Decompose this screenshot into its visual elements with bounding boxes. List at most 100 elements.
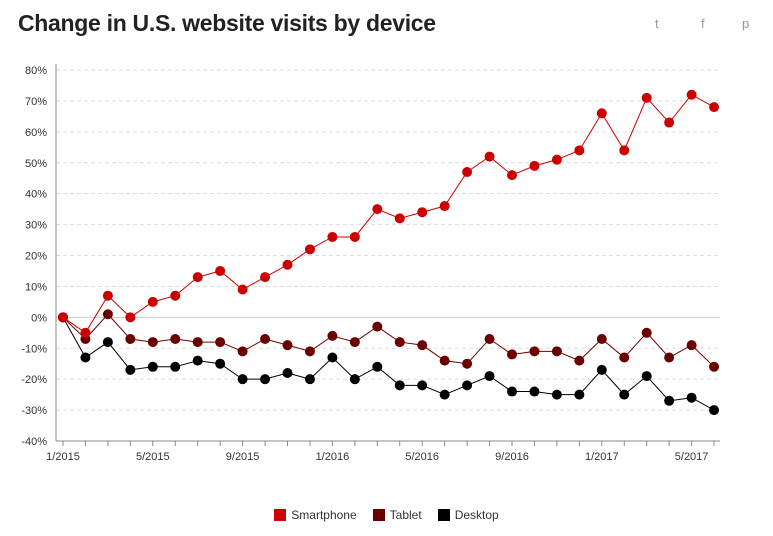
- smartphone-point: [574, 145, 585, 156]
- tablet-line: [62, 313, 715, 368]
- desktop-point: [507, 386, 517, 397]
- smartphone-point: [551, 154, 562, 165]
- smartphone-point: [58, 312, 68, 323]
- x-tick-label: 5/2016: [405, 451, 439, 463]
- smartphone-point: [462, 167, 473, 178]
- desktop-point: [551, 389, 562, 400]
- desktop-point: [709, 405, 720, 416]
- tablet-point: [574, 355, 585, 366]
- smartphone-point: [304, 244, 315, 255]
- desktop-point: [574, 389, 585, 400]
- smartphone-point: [686, 89, 697, 100]
- y-tick-label: 0%: [31, 312, 47, 324]
- smartphone-point: [215, 265, 226, 276]
- tablet-point: [192, 337, 203, 348]
- tablet-point: [282, 340, 293, 351]
- tablet-point: [417, 340, 428, 351]
- smartphone-point: [439, 201, 450, 212]
- smartphone-point: [327, 231, 338, 242]
- legend-item-tablet[interactable]: Tablet: [372, 508, 422, 522]
- smartphone-point: [507, 170, 517, 181]
- desktop-point: [641, 371, 652, 382]
- legend-swatch: [437, 509, 450, 521]
- desktop-point: [147, 361, 158, 372]
- y-tick-label: 40%: [25, 189, 47, 201]
- smartphone-point: [147, 296, 158, 307]
- x-tick-label: 1/2017: [585, 451, 619, 463]
- legend-label: Smartphone: [291, 508, 357, 522]
- tablet-point: [641, 327, 652, 338]
- tablet-point: [551, 346, 562, 357]
- smartphone-point: [484, 151, 495, 162]
- smartphone-point: [260, 272, 271, 283]
- y-tick-label: -10%: [21, 343, 47, 355]
- x-tick-label: 1/2016: [316, 451, 350, 463]
- tablet-point: [237, 346, 248, 357]
- desktop-point: [125, 364, 136, 375]
- tablet-point: [619, 352, 630, 363]
- tablet-point: [484, 333, 495, 344]
- smartphone-point: [170, 290, 181, 301]
- smartphone-point: [125, 312, 136, 323]
- legend-item-smartphone[interactable]: Smartphone: [274, 508, 357, 522]
- twitter-share-icon[interactable]: t: [655, 16, 659, 31]
- legend-label: Tablet: [389, 508, 422, 522]
- x-tick-label: 5/2017: [675, 451, 709, 463]
- tablet-point: [507, 349, 517, 360]
- desktop-point: [215, 358, 226, 369]
- legend: Smartphone Tablet Desktop: [0, 508, 773, 522]
- desktop-point: [372, 361, 383, 372]
- desktop-point: [327, 352, 338, 363]
- tablet-point: [529, 346, 540, 357]
- smartphone-point: [80, 327, 91, 338]
- desktop-point: [484, 371, 495, 382]
- desktop-point: [686, 392, 697, 403]
- smartphone-point: [709, 102, 720, 113]
- y-tick-label: 50%: [25, 158, 47, 170]
- pinterest-share-icon[interactable]: p: [742, 16, 750, 31]
- tablet-point: [686, 340, 697, 351]
- desktop-point: [596, 364, 607, 375]
- smartphone-point: [417, 207, 428, 218]
- tablet-point: [215, 337, 226, 348]
- desktop-point: [664, 395, 675, 406]
- y-tick-label: 80%: [25, 65, 47, 77]
- desktop-point: [80, 352, 91, 363]
- tablet-point: [102, 309, 113, 320]
- tablet-point: [327, 330, 338, 341]
- desktop-point: [237, 374, 248, 385]
- tablet-point: [304, 346, 315, 357]
- smartphone-point: [237, 284, 248, 295]
- smartphone-point: [529, 160, 540, 171]
- y-tick-label: 60%: [25, 127, 47, 139]
- x-tick-label: 9/2016: [495, 451, 529, 463]
- tablet-point: [372, 321, 383, 332]
- tablet-point: [170, 333, 181, 344]
- smartphone-point: [394, 213, 405, 224]
- chart-title: Change in U.S. website visits by device: [18, 10, 436, 36]
- desktop-line: [62, 317, 715, 411]
- desktop-point: [192, 355, 203, 366]
- smartphone-line: [62, 94, 715, 334]
- tablet-point: [596, 333, 607, 344]
- y-tick-label: 30%: [25, 220, 47, 232]
- tablet-point: [349, 337, 360, 348]
- desktop-point: [417, 380, 428, 391]
- tablet-point: [394, 337, 405, 348]
- smartphone-point: [282, 259, 293, 270]
- desktop-point: [170, 361, 181, 372]
- x-tick-label: 5/2015: [136, 451, 170, 463]
- tablet-point: [462, 358, 473, 369]
- legend-item-desktop[interactable]: Desktop: [437, 508, 499, 522]
- smartphone-point: [619, 145, 630, 156]
- smartphone-point: [349, 231, 360, 242]
- facebook-share-icon[interactable]: f: [701, 16, 705, 31]
- x-tick-label: 9/2015: [226, 451, 260, 463]
- tablet-point: [147, 337, 158, 348]
- smartphone-point: [596, 108, 607, 119]
- y-tick-label: 10%: [25, 281, 47, 293]
- desktop-point: [394, 380, 405, 391]
- legend-swatch: [274, 509, 287, 521]
- tablet-point: [260, 333, 271, 344]
- desktop-point: [282, 367, 293, 378]
